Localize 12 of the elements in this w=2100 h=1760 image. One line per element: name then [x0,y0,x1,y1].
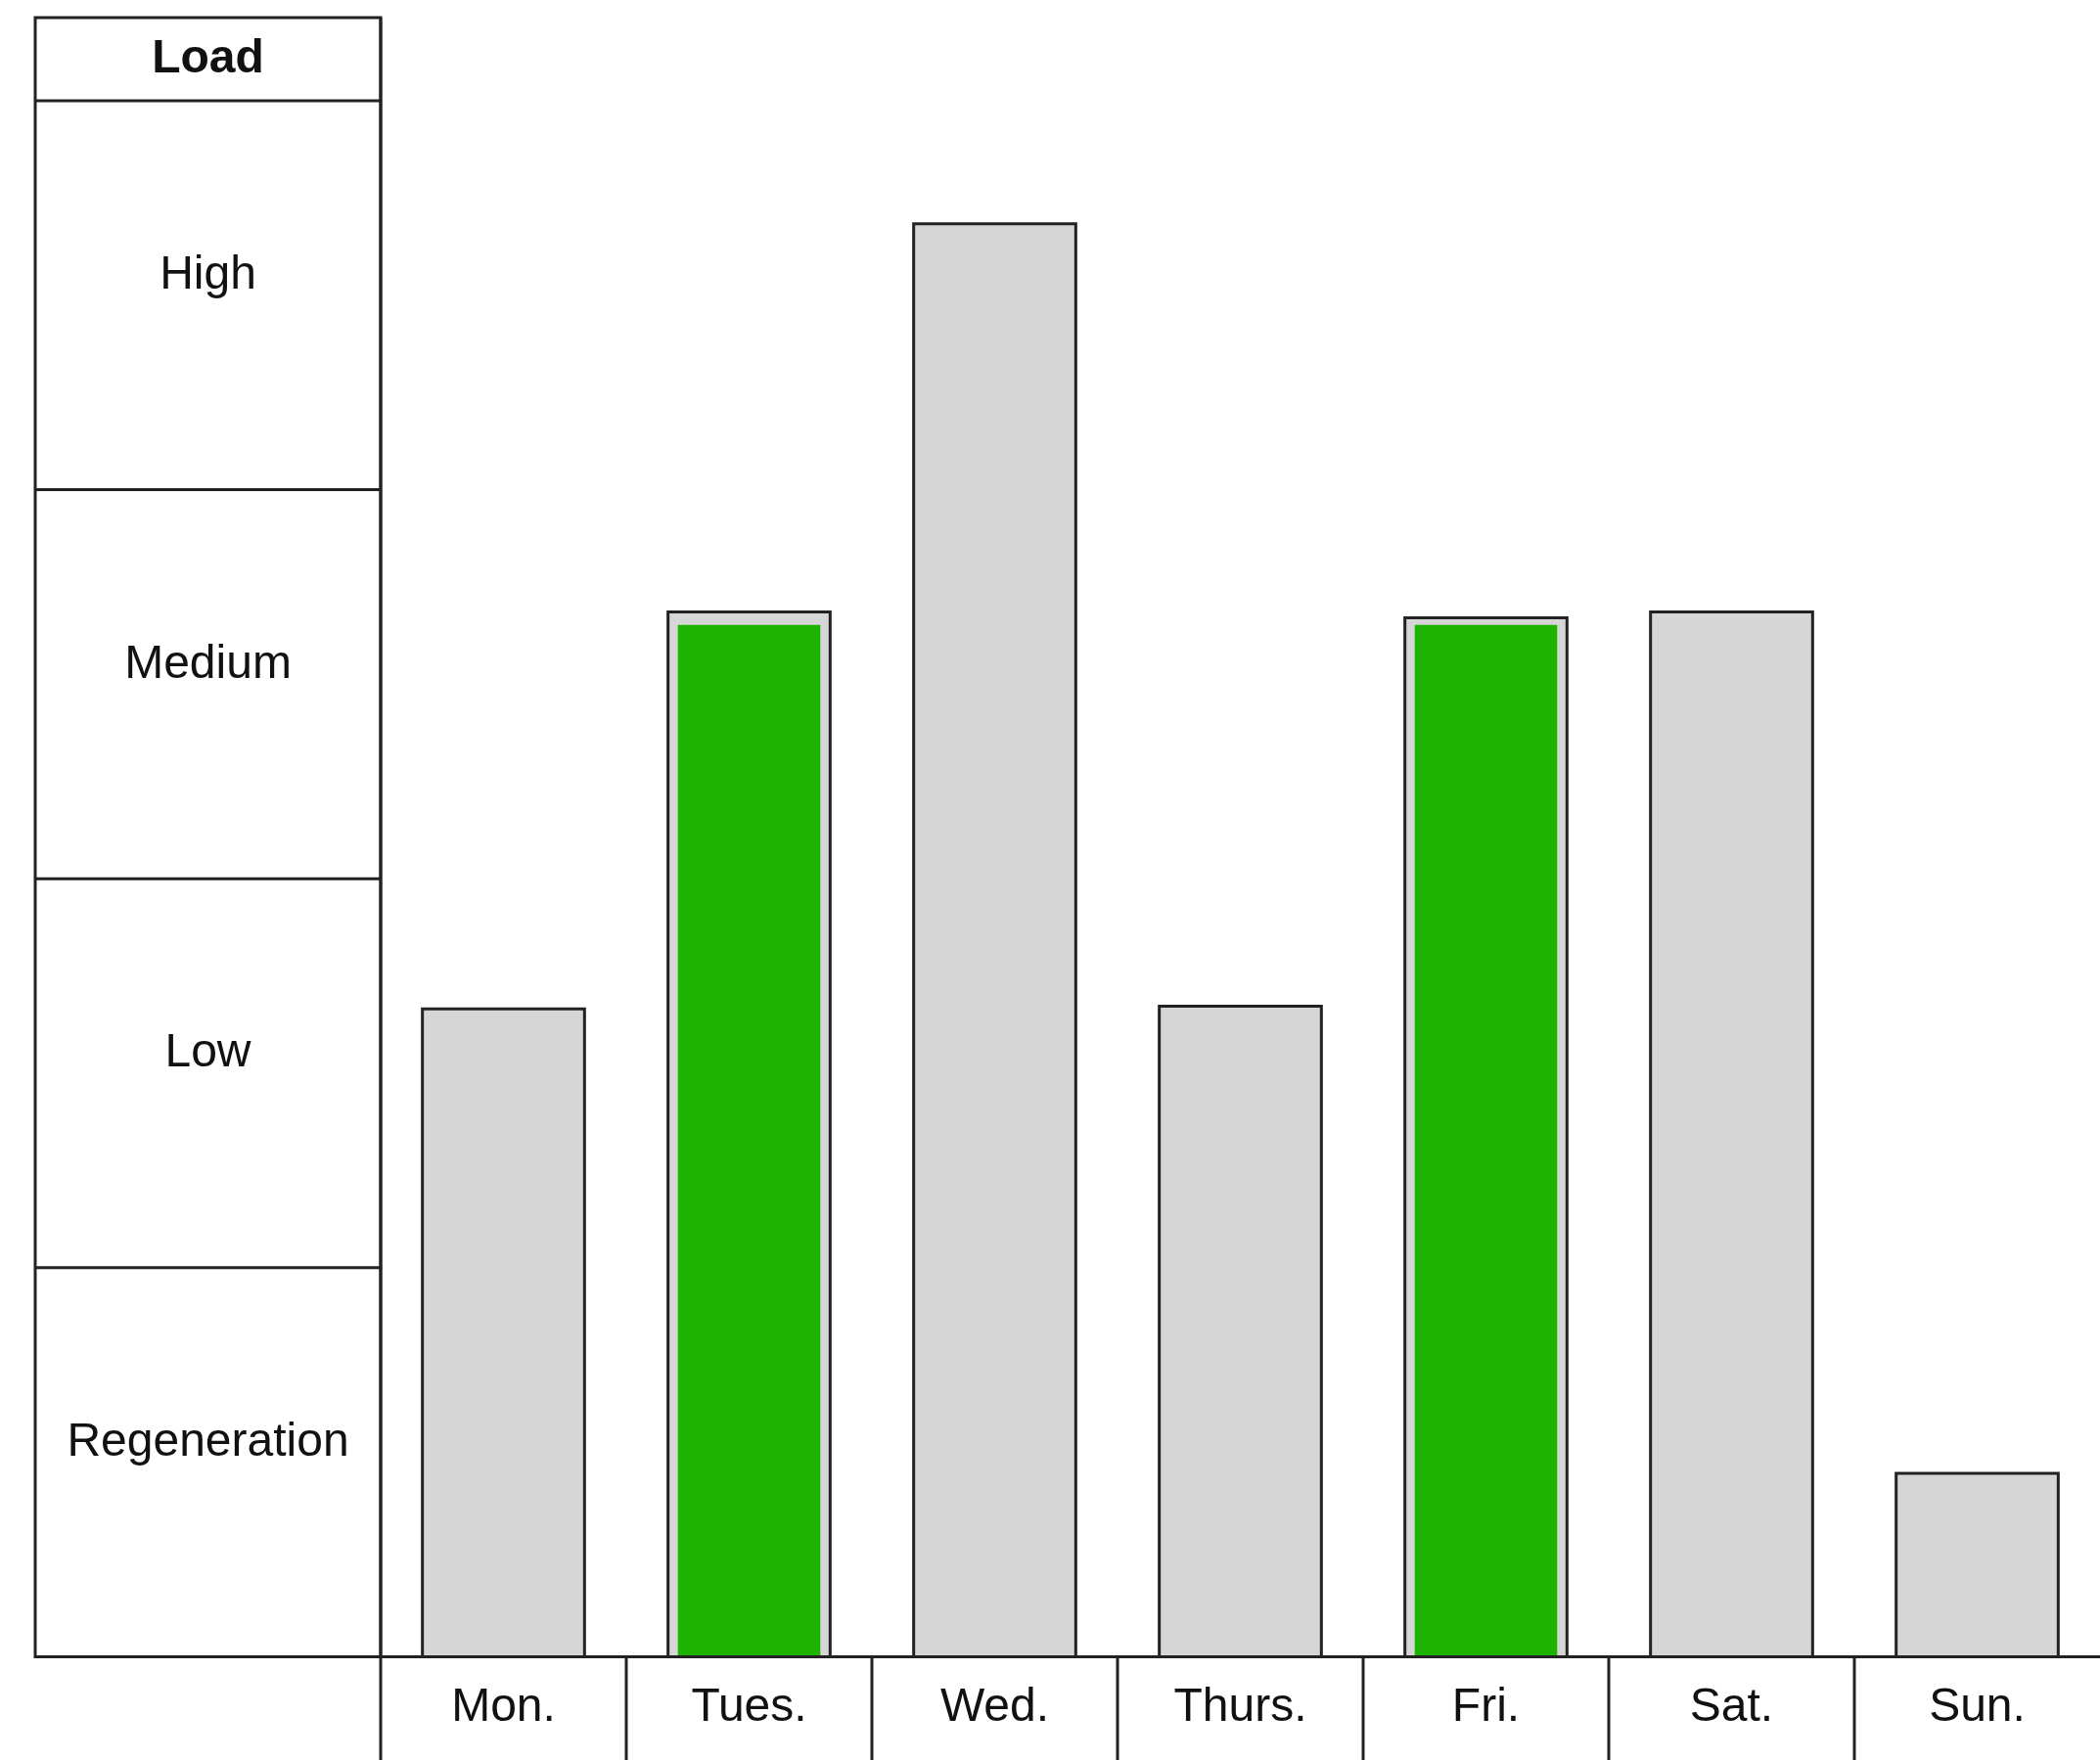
text: Load [152,29,264,82]
x-tick-label: Thurs. [1173,1679,1307,1732]
text: Low [164,1024,251,1077]
x-tick-label: Sat. [1689,1679,1774,1732]
x-tick-label: Wed. [939,1679,1050,1732]
text: Regeneration [67,1413,349,1466]
x-tick-label: Sun. [1929,1679,2026,1732]
text: High [160,247,256,299]
x-tick-label: Mon. [451,1679,556,1732]
text: Medium [124,635,292,688]
x-tick-label: Tues. [691,1679,807,1732]
x-tick-label: Fri. [1451,1679,1521,1732]
